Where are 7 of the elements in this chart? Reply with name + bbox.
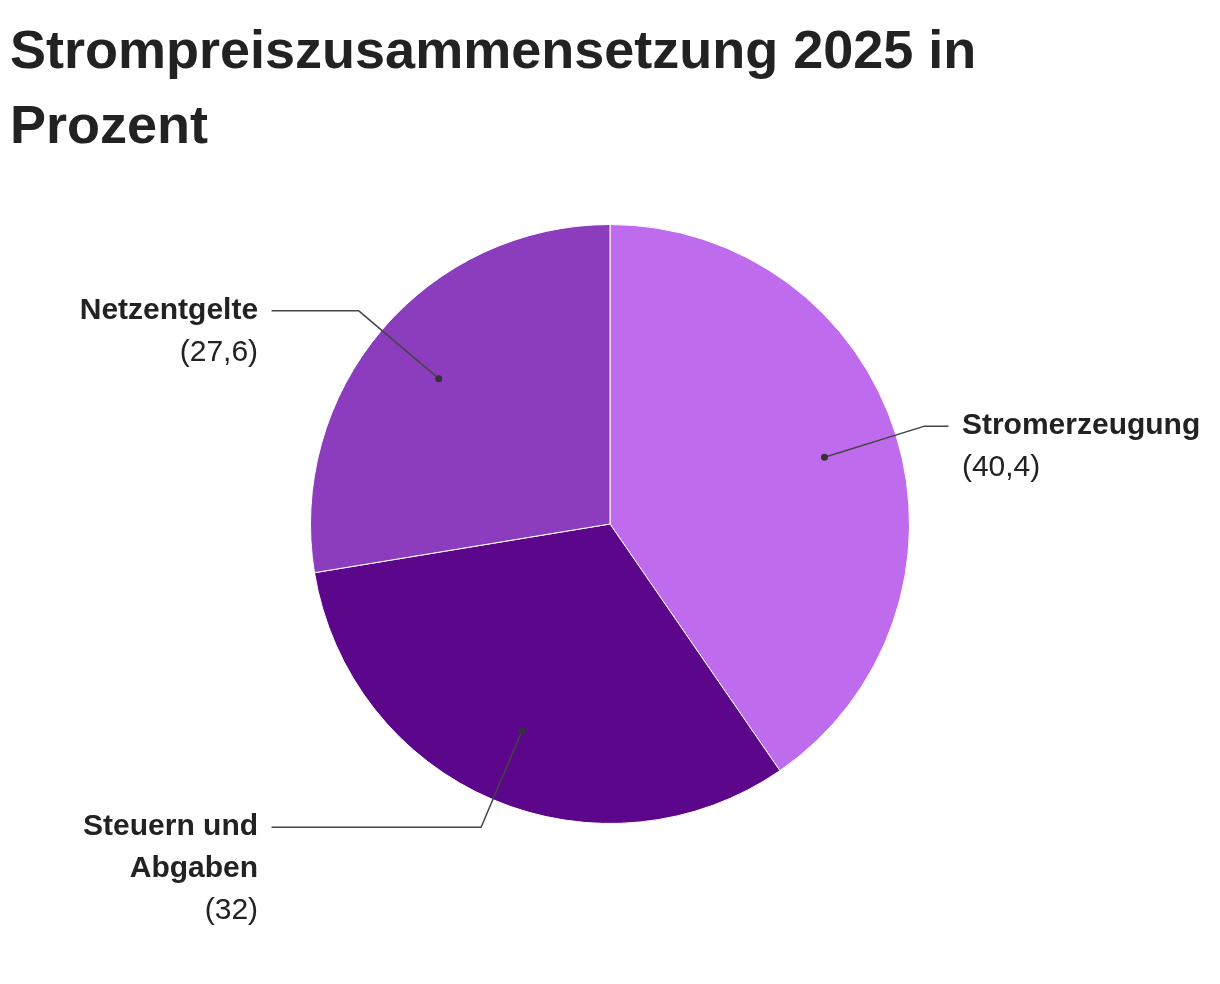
data-label: (40,4) [961, 449, 1041, 483]
data-label: (32) [204, 892, 259, 926]
chart-title: Strompreiszusammensetzung 2025 in Prozent [10, 18, 978, 156]
slice-label: Stromerzeugung [961, 407, 1201, 441]
slice-label: Netzentgelte [79, 292, 259, 326]
data-label: (27,6) [179, 334, 259, 368]
slice-label: Steuern und Abgaben [83, 808, 259, 884]
